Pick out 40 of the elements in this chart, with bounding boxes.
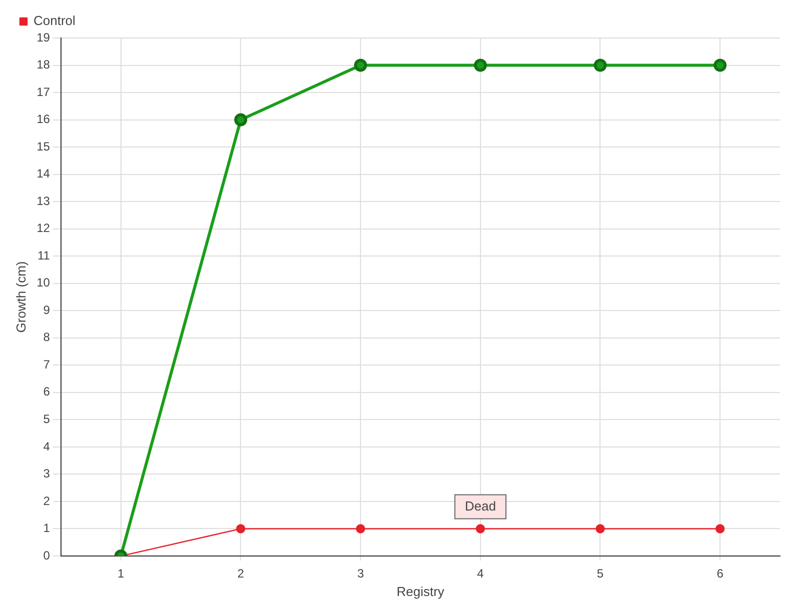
y-tick-label: 17 (36, 84, 50, 99)
x-tick-label: 3 (357, 566, 364, 581)
annotation: Dead (464, 498, 496, 514)
y-tick-label: 3 (43, 466, 50, 481)
y-tick-label: 1 (43, 521, 50, 536)
x-tick-label: 4 (477, 566, 484, 581)
point (234, 113, 248, 126)
y-tick-label: 15 (36, 139, 50, 154)
point (715, 524, 725, 534)
point (354, 58, 368, 72)
y-axis-title: Growth (cm) (13, 261, 28, 333)
x-tick-label: 5 (596, 566, 604, 581)
y-tick-label: 16 (36, 112, 50, 126)
point (596, 524, 605, 534)
y-tick-label: 18 (36, 58, 50, 72)
y-tick-label: 14 (36, 166, 50, 181)
y-tick-label: 5 (43, 412, 50, 426)
x-tick-label: 2 (237, 566, 244, 581)
y-tick-label: 12 (36, 221, 50, 236)
point (476, 524, 485, 534)
y-tick-label: 6 (43, 384, 50, 399)
x-tick-label: 6 (716, 566, 724, 581)
point (714, 58, 727, 72)
y-tick-label: 9 (43, 302, 50, 317)
point (474, 58, 487, 72)
y-tick-label: 0 (43, 548, 50, 562)
point (236, 524, 246, 534)
point (356, 524, 366, 534)
legend-label: Control (34, 13, 76, 28)
y-tick-label: 11 (37, 248, 50, 262)
x-tick-label: 1 (118, 566, 125, 581)
y-tick-label: 4 (43, 439, 50, 454)
y-tick-label: 19 (36, 30, 50, 44)
y-tick-label: 7 (43, 357, 50, 372)
y-tick-label: 8 (43, 330, 50, 344)
y-tick-label: 2 (43, 494, 50, 508)
y-tick-label: 13 (36, 194, 50, 208)
y-tick-label: 10 (36, 276, 50, 290)
x-axis-title: Registry (396, 584, 445, 599)
point (594, 58, 607, 72)
